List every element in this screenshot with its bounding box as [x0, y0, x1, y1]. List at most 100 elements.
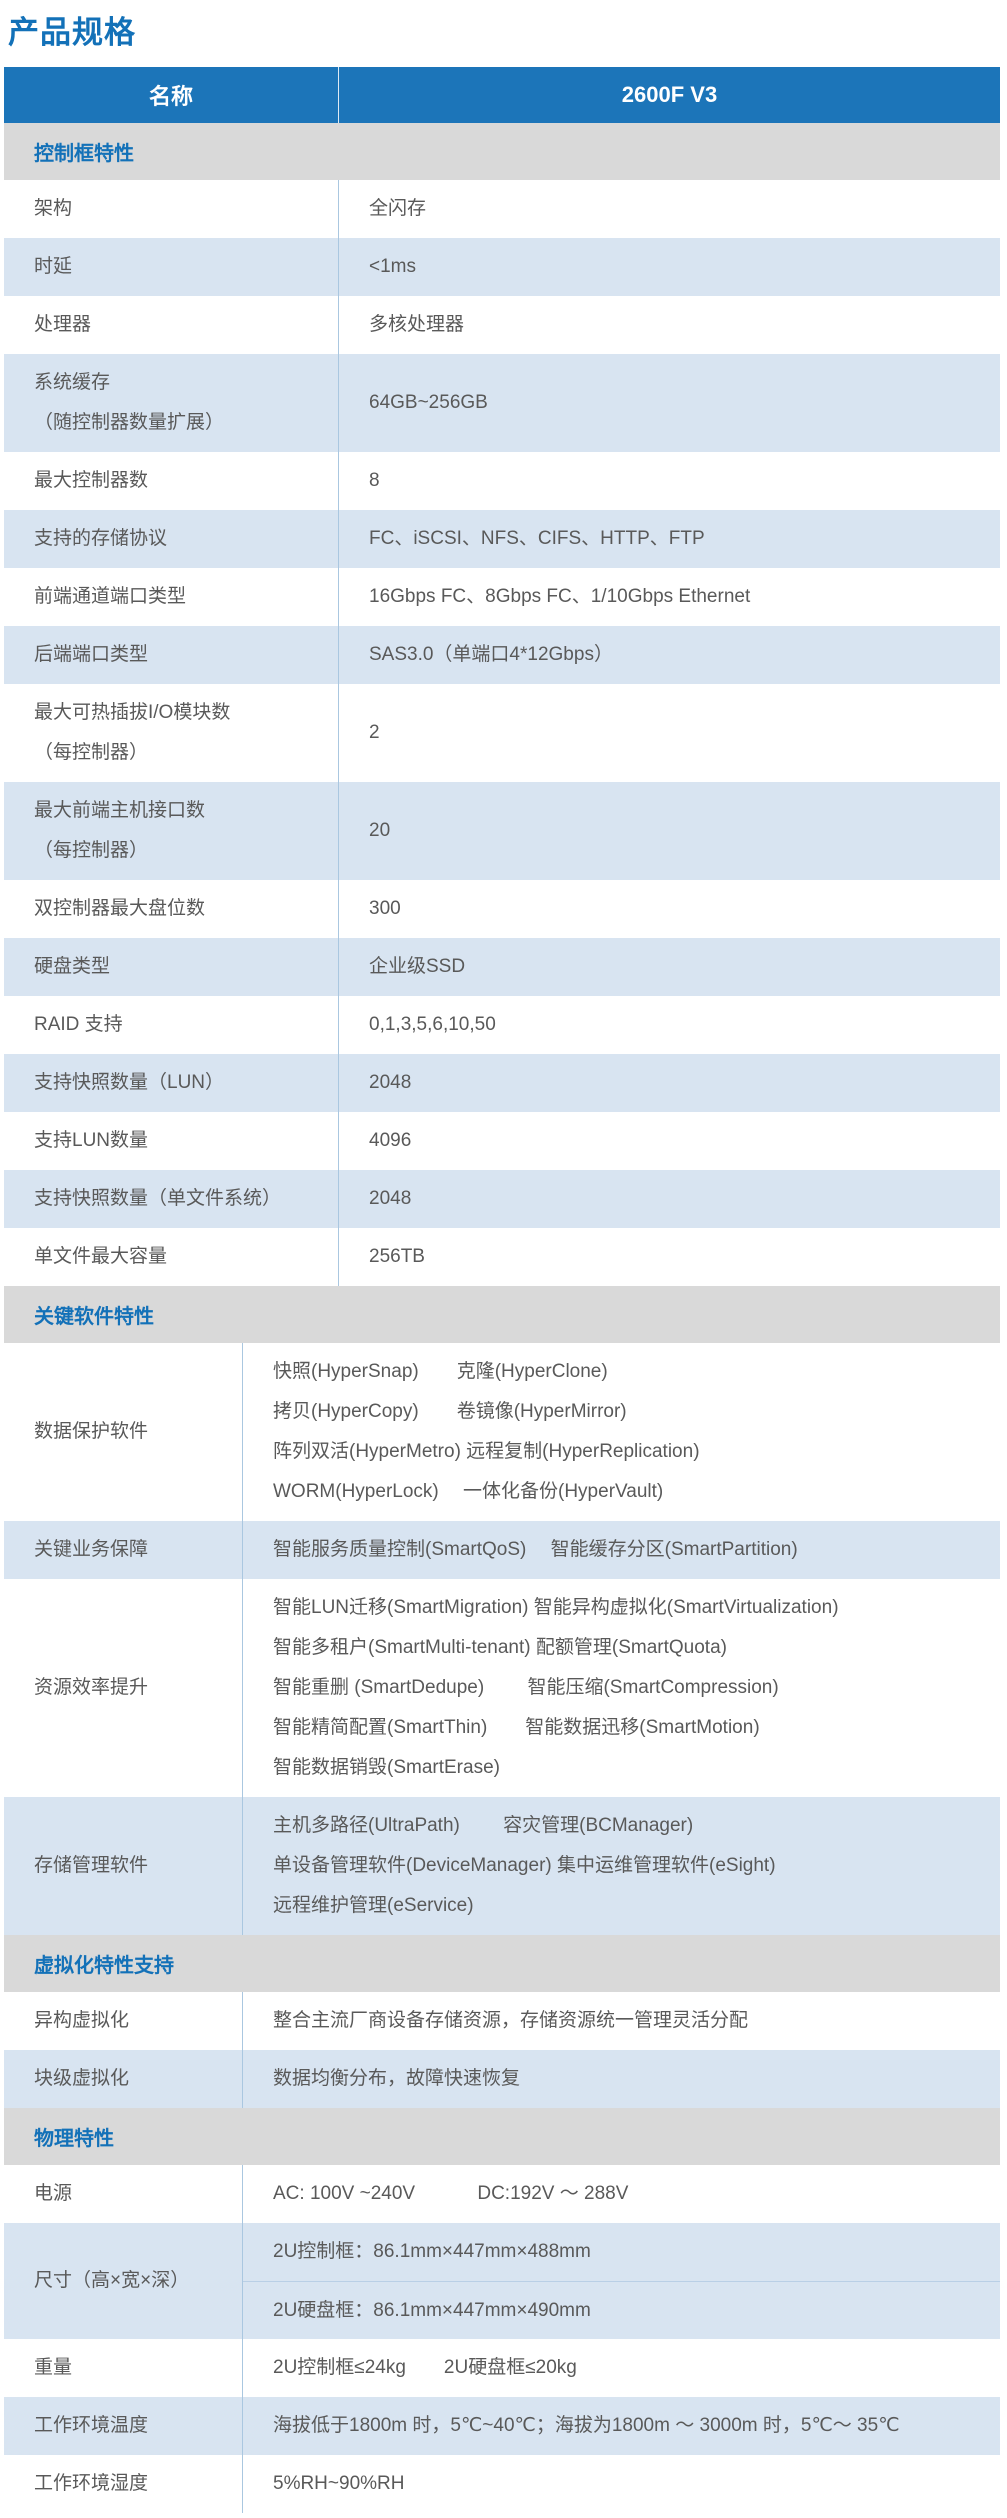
section-header: 关键软件特性	[4, 1286, 1000, 1343]
row-label: 异构虚拟化	[4, 1992, 243, 2050]
label-line: 处理器	[34, 314, 92, 335]
row-value: 8	[339, 452, 1000, 510]
label-line: 重量	[34, 2357, 73, 2378]
value-line: 智能重删 (SmartDedupe) 智能压缩(SmartCompression…	[273, 1677, 779, 1698]
row-label: RAID 支持	[4, 996, 339, 1054]
row-value: 2048	[339, 1054, 1000, 1112]
value-line: 2U控制框≤24kg 2U硬盘框≤20kg	[273, 2357, 577, 2378]
value-line: 企业级SSD	[369, 956, 466, 977]
header-cell-name: 名称	[4, 67, 339, 123]
label-line: 后端端口类型	[34, 644, 149, 665]
value-line: SAS3.0（单端口4*12Gbps）	[369, 644, 613, 665]
spec-table: 名称 2600F V3 控制框特性 架构 全闪存 时延 <1ms 处理器 多核处理器 系统缓存…	[4, 67, 1000, 2513]
row-value: 20	[339, 782, 1000, 880]
row-value: 256TB	[339, 1228, 1000, 1286]
row-value: 2	[339, 684, 1000, 782]
label-line: 尺寸（高×宽×深）	[34, 2270, 190, 2291]
spec-row: 系统缓存 （随控制器数量扩展） 64GB~256GB	[4, 354, 1000, 452]
label-line: 前端通道端口类型	[34, 586, 187, 607]
row-label: 支持快照数量（LUN）	[4, 1054, 339, 1112]
section-header: 虚拟化特性支持	[4, 1935, 1000, 1992]
row-label: 最大控制器数	[4, 452, 339, 510]
row-label: 工作环境温度	[4, 2397, 243, 2455]
row-value: 2U控制框≤24kg 2U硬盘框≤20kg	[243, 2339, 1000, 2397]
label-line: 异构虚拟化	[34, 2010, 130, 2031]
row-label: 尺寸（高×宽×深）	[4, 2223, 243, 2339]
row-label: 工作环境湿度	[4, 2455, 243, 2513]
value-line: WORM(HyperLock) 一体化备份(HyperVault)	[273, 1481, 664, 1502]
label-line: 系统缓存	[34, 372, 111, 393]
spec-row: 异构虚拟化 整合主流厂商设备存储资源，存储资源统一管理灵活分配	[4, 1992, 1000, 2050]
row-label: 架构	[4, 180, 339, 238]
label-line: 工作环境温度	[34, 2415, 149, 2436]
row-value: 多核处理器	[339, 296, 1000, 354]
value-line: 64GB~256GB	[369, 392, 488, 413]
row-label: 支持LUN数量	[4, 1112, 339, 1170]
value-line: AC: 100V ~240V DC:192V ～ 288V	[273, 2183, 629, 2204]
spec-row: 支持的存储协议 FC、iSCSI、NFS、CIFS、HTTP、FTP	[4, 510, 1000, 568]
value-line: 单设备管理软件(DeviceManager) 集中运维管理软件(eSight)	[273, 1855, 776, 1876]
value-line: 智能多租户(SmartMulti-tenant) 配额管理(SmartQuota…	[273, 1637, 727, 1658]
value-line: 4096	[369, 1130, 412, 1151]
row-value: FC、iSCSI、NFS、CIFS、HTTP、FTP	[339, 510, 1000, 568]
label-line: 支持的存储协议	[34, 528, 168, 549]
subrow-value: 2U硬盘框：86.1mm×447mm×490mm	[243, 2281, 1000, 2339]
label-line: 存储管理软件	[34, 1855, 149, 1876]
spec-row: 工作环境湿度 5%RH~90%RH	[4, 2455, 1000, 2513]
label-line: 支持LUN数量	[34, 1130, 149, 1151]
row-value: 300	[339, 880, 1000, 938]
label-line: 块级虚拟化	[34, 2068, 130, 2089]
row-label: 单文件最大容量	[4, 1228, 339, 1286]
row-value: 5%RH~90%RH	[243, 2455, 1000, 2513]
value-line: 整合主流厂商设备存储资源，存储资源统一管理灵活分配	[273, 2010, 749, 2031]
spec-row: RAID 支持 0,1,3,5,6,10,50	[4, 996, 1000, 1054]
label-line: 单文件最大容量	[34, 1246, 168, 1267]
value-line: 阵列双活(HyperMetro) 远程复制(HyperReplication)	[273, 1441, 700, 1462]
spec-row: 工作环境温度 海拔低于1800m 时，5℃~40℃；海拔为1800m ～ 3000…	[4, 2397, 1000, 2455]
spec-row: 数据保护软件 快照(HyperSnap) 克隆(HyperClone) 拷贝(Hyp…	[4, 1343, 1000, 1521]
spec-row: 最大可热插拔I/O模块数 （每控制器） 2	[4, 684, 1000, 782]
spec-row: 支持LUN数量 4096	[4, 1112, 1000, 1170]
value-line: 16Gbps FC、8Gbps FC、1/10Gbps Ethernet	[369, 586, 751, 607]
row-value: 64GB~256GB	[339, 354, 1000, 452]
row-label: 前端通道端口类型	[4, 568, 339, 626]
value-line: 智能LUN迁移(SmartMigration) 智能异构虚拟化(SmartVir…	[273, 1597, 839, 1618]
row-label: 支持的存储协议	[4, 510, 339, 568]
row-value: 2048	[339, 1170, 1000, 1228]
row-label: 处理器	[4, 296, 339, 354]
spec-row: 存储管理软件 主机多路径(UltraPath) 容灾管理(BCManager) 单设…	[4, 1797, 1000, 1935]
row-value: 2U控制框：86.1mm×447mm×488mm 2U硬盘框：86.1mm×447…	[243, 2223, 1000, 2339]
value-line: 20	[369, 820, 391, 841]
label-line: 电源	[34, 2183, 73, 2204]
section-header: 控制框特性	[4, 123, 1000, 180]
spec-row: 最大前端主机接口数 （每控制器） 20	[4, 782, 1000, 880]
value-line: 0,1,3,5,6,10,50	[369, 1014, 496, 1035]
header-cell-model: 2600F V3	[621, 82, 718, 107]
label-line: 资源效率提升	[34, 1677, 149, 1698]
row-label: 时延	[4, 238, 339, 296]
label-line: （每控制器）	[34, 742, 149, 763]
value-line: 远程维护管理(eService)	[273, 1895, 474, 1916]
row-value: 0,1,3,5,6,10,50	[339, 996, 1000, 1054]
spec-row: 资源效率提升 智能LUN迁移(SmartMigration) 智能异构虚拟化(Sm…	[4, 1579, 1000, 1797]
spec-row: 后端端口类型 SAS3.0（单端口4*12Gbps）	[4, 626, 1000, 684]
row-value: 海拔低于1800m 时，5℃~40℃；海拔为1800m ～ 3000m 时，5℃…	[243, 2397, 1000, 2455]
row-label: 最大可热插拔I/O模块数 （每控制器）	[4, 684, 339, 782]
row-value: AC: 100V ~240V DC:192V ～ 288V	[243, 2165, 1000, 2223]
row-value: SAS3.0（单端口4*12Gbps）	[339, 626, 1000, 684]
row-label: 数据保护软件	[4, 1343, 243, 1521]
value-line: 数据均衡分布，故障快速恢复	[273, 2068, 521, 2089]
spec-row: 前端通道端口类型 16Gbps FC、8Gbps FC、1/10Gbps Ethe…	[4, 568, 1000, 626]
row-value: 快照(HyperSnap) 克隆(HyperClone) 拷贝(HyperCopy…	[243, 1343, 1000, 1521]
row-label: 关键业务保障	[4, 1521, 243, 1579]
value-line: 300	[369, 898, 401, 919]
label-line: 架构	[34, 198, 73, 219]
row-value: 4096	[339, 1112, 1000, 1170]
section-header: 物理特性	[4, 2108, 1000, 2165]
value-line: 智能精简配置(SmartThin) 智能数据迅移(SmartMotion)	[273, 1717, 760, 1738]
row-value: 全闪存	[339, 180, 1000, 238]
spec-row: 支持快照数量（LUN） 2048	[4, 1054, 1000, 1112]
label-line: 双控制器最大盘位数	[34, 898, 206, 919]
label-line: RAID 支持	[34, 1014, 123, 1035]
value-line: <1ms	[369, 256, 416, 277]
